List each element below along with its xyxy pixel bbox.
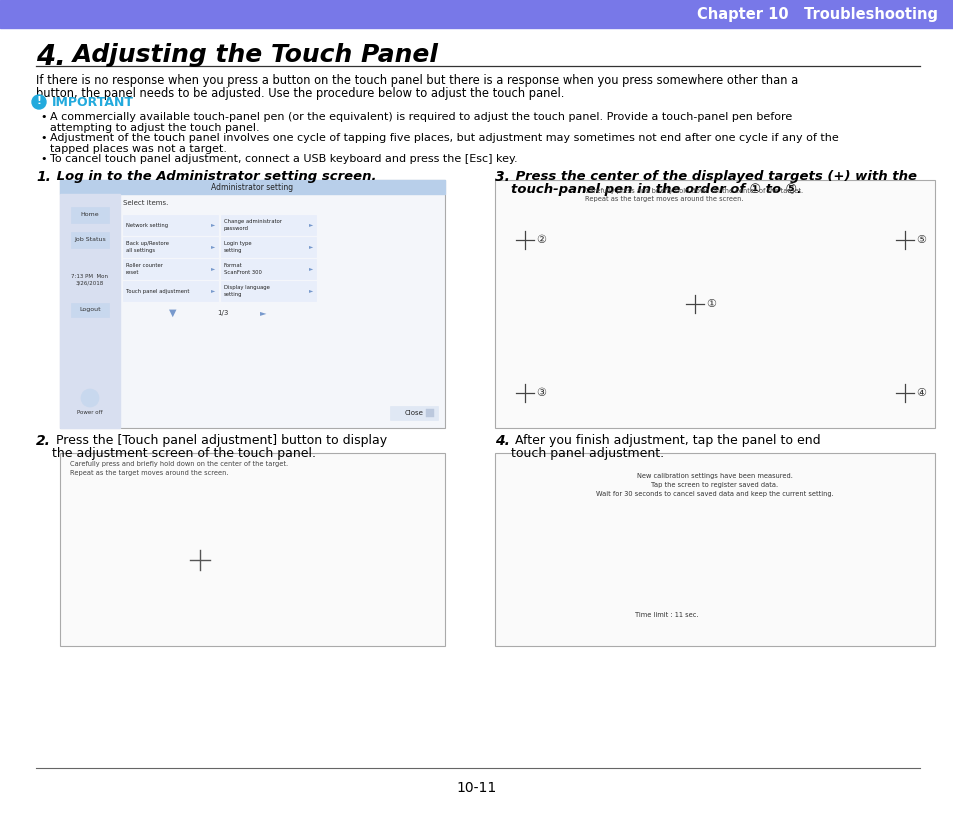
Text: 10-11: 10-11 bbox=[456, 781, 497, 795]
Text: 1.: 1. bbox=[36, 170, 51, 184]
Text: •: • bbox=[40, 112, 47, 122]
Text: 2.: 2. bbox=[36, 434, 51, 448]
Text: Time limit : 11 sec.: Time limit : 11 sec. bbox=[635, 612, 698, 618]
Text: 3.: 3. bbox=[495, 170, 509, 184]
Text: To cancel touch panel adjustment, connect a USB keyboard and press the [Esc] key: To cancel touch panel adjustment, connec… bbox=[50, 154, 517, 164]
Bar bbox=[426, 409, 434, 417]
Text: A commercially available touch-panel pen (or the equivalent) is required to adju: A commercially available touch-panel pen… bbox=[50, 112, 791, 122]
Bar bbox=[495, 180, 934, 428]
Bar bbox=[71, 232, 109, 248]
Text: Chapter 10   Troubleshooting: Chapter 10 Troubleshooting bbox=[697, 7, 937, 21]
Bar bbox=[123, 237, 218, 257]
Text: ►: ► bbox=[211, 289, 214, 294]
Text: !: ! bbox=[36, 97, 41, 106]
Text: the adjustment screen of the touch panel.: the adjustment screen of the touch panel… bbox=[52, 447, 315, 460]
Bar bbox=[71, 207, 109, 223]
Text: Press the [Touch panel adjustment] button to display: Press the [Touch panel adjustment] butto… bbox=[52, 434, 387, 447]
Text: ④: ④ bbox=[915, 388, 925, 398]
Bar bbox=[221, 259, 315, 279]
Text: Roller counter
reset: Roller counter reset bbox=[126, 263, 163, 275]
Bar bbox=[60, 453, 444, 646]
Text: touch panel adjustment.: touch panel adjustment. bbox=[511, 447, 663, 460]
Text: After you finish adjustment, tap the panel to end: After you finish adjustment, tap the pan… bbox=[511, 434, 820, 447]
Bar bbox=[0, 0, 953, 28]
Text: ②: ② bbox=[536, 235, 545, 245]
Bar bbox=[495, 453, 934, 646]
Text: touch-panel pen in the order of ① to ⑤.: touch-panel pen in the order of ① to ⑤. bbox=[511, 183, 801, 196]
Text: ►: ► bbox=[309, 289, 313, 294]
Text: tapped places was not a target.: tapped places was not a target. bbox=[50, 144, 227, 154]
Text: Adjustment of the touch panel involves one cycle of tapping five places, but adj: Adjustment of the touch panel involves o… bbox=[50, 133, 838, 143]
Text: 7:13 PM  Mon
3/26/2018: 7:13 PM Mon 3/26/2018 bbox=[71, 274, 109, 285]
Text: Network setting: Network setting bbox=[126, 222, 168, 227]
Bar bbox=[221, 281, 315, 301]
Bar bbox=[390, 406, 437, 420]
Text: ►: ► bbox=[309, 245, 313, 249]
Text: Format
ScanFront 300: Format ScanFront 300 bbox=[224, 263, 262, 275]
Bar bbox=[60, 180, 444, 428]
Circle shape bbox=[81, 389, 99, 407]
Text: Change administrator
password: Change administrator password bbox=[224, 219, 282, 231]
Text: Back up/Restore
all settings: Back up/Restore all settings bbox=[126, 241, 169, 253]
Text: Carefully press and briefly hold down on the center of the target.
Repeat as the: Carefully press and briefly hold down on… bbox=[70, 461, 288, 475]
Text: ▼: ▼ bbox=[169, 308, 176, 318]
Text: Touch panel adjustment: Touch panel adjustment bbox=[126, 289, 190, 294]
Text: attempting to adjust the touch panel.: attempting to adjust the touch panel. bbox=[50, 123, 259, 133]
Text: ①: ① bbox=[705, 299, 716, 309]
Text: ►: ► bbox=[309, 267, 313, 272]
Bar bbox=[60, 194, 120, 428]
Bar bbox=[221, 237, 315, 257]
Bar bbox=[60, 180, 444, 194]
Text: Power off: Power off bbox=[77, 411, 103, 416]
Text: ③: ③ bbox=[536, 388, 545, 398]
Bar bbox=[71, 303, 109, 317]
Bar bbox=[123, 215, 218, 235]
Text: IMPORTANT: IMPORTANT bbox=[52, 96, 133, 109]
Text: 4.: 4. bbox=[36, 43, 66, 71]
Text: Adjusting the Touch Panel: Adjusting the Touch Panel bbox=[64, 43, 437, 67]
Text: If there is no response when you press a button on the touch panel but there is : If there is no response when you press a… bbox=[36, 74, 798, 87]
Text: ►: ► bbox=[211, 245, 214, 249]
Text: •: • bbox=[40, 133, 47, 143]
Text: •: • bbox=[40, 154, 47, 164]
Text: ►: ► bbox=[211, 267, 214, 272]
Text: Job Status: Job Status bbox=[74, 237, 106, 242]
Text: Administrator setting: Administrator setting bbox=[212, 182, 294, 191]
Bar bbox=[221, 215, 315, 235]
Bar bbox=[123, 259, 218, 279]
Text: Logout: Logout bbox=[79, 308, 101, 312]
Text: New calibration settings have been measured.
Tap the screen to register saved da: New calibration settings have been measu… bbox=[596, 473, 833, 497]
Text: Log in to the Administrator setting screen.: Log in to the Administrator setting scre… bbox=[52, 170, 376, 183]
Text: 4.: 4. bbox=[495, 434, 509, 448]
Text: Select items.: Select items. bbox=[123, 200, 168, 206]
Text: 1/3: 1/3 bbox=[217, 310, 229, 316]
Text: Display language
setting: Display language setting bbox=[224, 285, 270, 297]
Text: ►: ► bbox=[259, 308, 266, 317]
Text: Home: Home bbox=[81, 213, 99, 218]
Text: Login type
setting: Login type setting bbox=[224, 241, 252, 253]
Bar bbox=[123, 281, 218, 301]
Text: Press the center of the displayed targets (+) with the: Press the center of the displayed target… bbox=[511, 170, 916, 183]
Text: button, the panel needs to be adjusted. Use the procedure below to adjust the to: button, the panel needs to be adjusted. … bbox=[36, 87, 564, 100]
Text: ►: ► bbox=[309, 222, 313, 227]
Circle shape bbox=[32, 95, 46, 109]
Text: Carefully press and briefly hold down on the center of the target.
Repeat as the: Carefully press and briefly hold down on… bbox=[584, 188, 802, 203]
Text: Close: Close bbox=[404, 410, 423, 416]
Text: ►: ► bbox=[211, 222, 214, 227]
Text: ⑤: ⑤ bbox=[915, 235, 925, 245]
